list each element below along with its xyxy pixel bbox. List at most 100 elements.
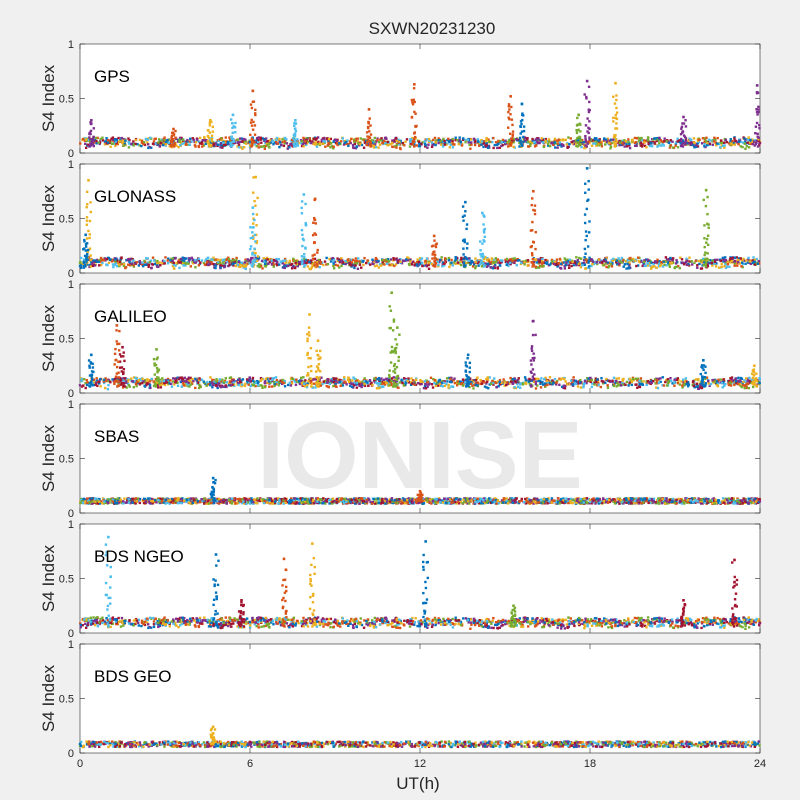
data-point: [164, 140, 168, 144]
data-point: [658, 142, 661, 145]
data-point: [302, 260, 306, 263]
spike-point: [704, 260, 708, 264]
spike-point: [410, 116, 414, 119]
spike-point: [170, 136, 173, 139]
data-point: [112, 265, 115, 269]
data-point: [601, 262, 604, 266]
data-point: [277, 257, 281, 261]
data-point: [592, 260, 595, 264]
data-point: [280, 143, 283, 147]
spike-point: [481, 242, 484, 245]
data-point: [474, 266, 477, 270]
spike-point: [579, 123, 582, 126]
data-point: [170, 385, 174, 388]
spike-point: [89, 142, 92, 146]
data-point: [426, 146, 429, 149]
data-point: [113, 142, 117, 145]
data-point: [562, 384, 565, 387]
data-point: [92, 139, 95, 143]
data-point: [489, 261, 493, 264]
data-point: [476, 138, 480, 141]
data-point: [572, 376, 575, 379]
data-point: [337, 258, 341, 262]
spike-point: [171, 143, 175, 147]
data-point: [257, 263, 261, 266]
data-point: [326, 378, 329, 381]
data-point: [98, 140, 102, 143]
data-point: [355, 381, 359, 385]
data-point: [704, 257, 707, 261]
data-point: [487, 386, 490, 390]
data-point: [157, 141, 160, 144]
data-point: [103, 257, 107, 260]
data-point: [575, 256, 578, 259]
data-point: [221, 146, 224, 149]
data-point: [434, 384, 438, 388]
data-point: [114, 144, 117, 148]
spike-point: [365, 143, 369, 147]
data-point: [544, 137, 548, 141]
data-point: [569, 137, 572, 140]
data-point: [241, 140, 244, 143]
data-point: [650, 138, 654, 141]
data-point: [497, 142, 500, 146]
data-point: [661, 376, 664, 379]
spike-point: [682, 122, 686, 125]
data-point: [670, 379, 673, 383]
data-point: [341, 137, 344, 140]
data-point: [610, 265, 614, 268]
data-point: [297, 260, 301, 264]
spike-point: [412, 87, 416, 90]
data-point: [550, 262, 553, 265]
data-point: [653, 378, 657, 381]
data-point: [734, 139, 737, 142]
data-point: [758, 262, 761, 265]
data-point: [401, 141, 404, 145]
data-point: [441, 145, 445, 148]
data-point: [591, 139, 594, 143]
data-point: [556, 379, 559, 383]
data-point: [553, 146, 557, 149]
spike-point: [207, 136, 211, 140]
data-point: [244, 142, 248, 145]
spike-point: [296, 144, 300, 147]
data-point: [273, 380, 276, 384]
data-point: [719, 259, 722, 263]
data-point: [743, 379, 746, 382]
data-point: [743, 142, 747, 145]
data-point: [403, 144, 406, 147]
data-point: [202, 144, 206, 147]
data-point: [443, 143, 447, 146]
data-point: [720, 262, 723, 266]
data-point: [662, 260, 665, 263]
data-point: [478, 140, 481, 144]
data-point: [724, 256, 727, 259]
data-point: [120, 262, 123, 266]
data-point: [121, 139, 124, 142]
data-point: [371, 383, 374, 387]
spike-point: [530, 260, 533, 264]
data-point: [604, 143, 607, 146]
data-point: [445, 377, 449, 380]
data-point: [292, 257, 295, 261]
spike-point: [367, 120, 370, 124]
spike-point: [303, 255, 306, 259]
data-point: [125, 380, 128, 383]
data-point: [464, 141, 467, 144]
data-point: [697, 259, 700, 263]
data-point: [572, 263, 576, 267]
data-point: [636, 379, 639, 382]
data-point: [641, 139, 644, 142]
data-point: [681, 386, 684, 389]
spike-point: [577, 128, 580, 132]
spike-point: [313, 232, 316, 235]
data-point: [561, 377, 564, 380]
data-point: [486, 256, 489, 260]
data-point: [586, 377, 589, 380]
data-point: [281, 262, 284, 265]
data-point: [542, 141, 545, 144]
data-point: [378, 381, 381, 385]
data-point: [325, 256, 328, 260]
data-point: [621, 142, 624, 145]
spike-point: [300, 200, 304, 203]
